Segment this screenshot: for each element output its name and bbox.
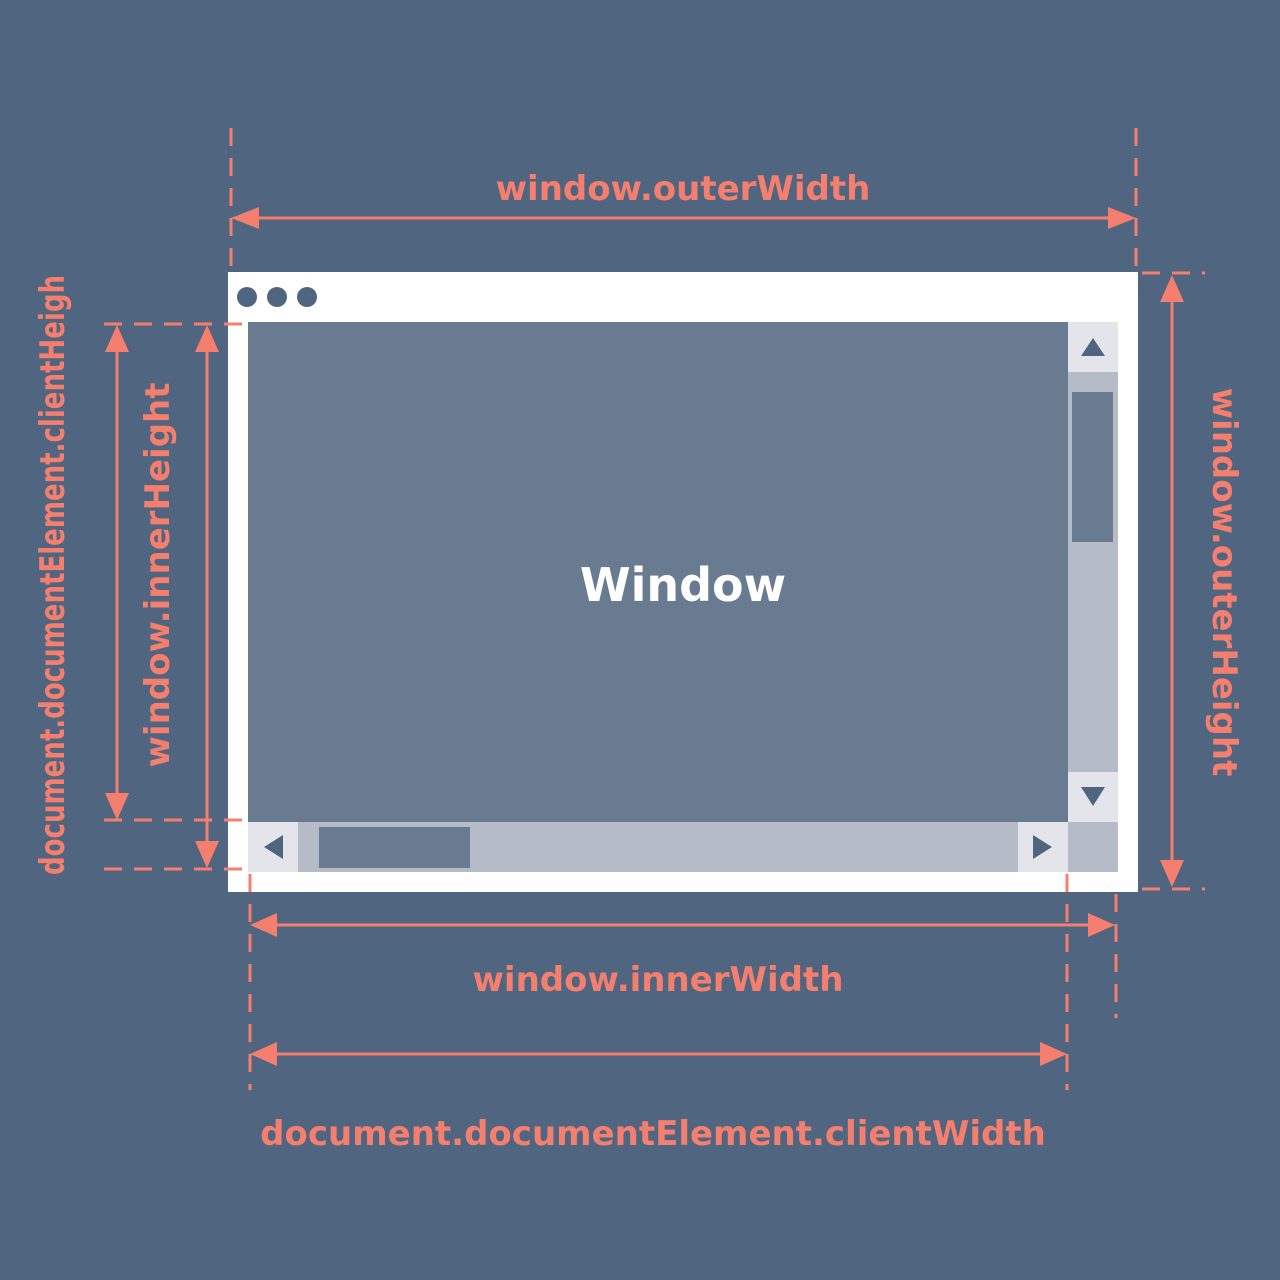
client-width-dimension: document.documentElement.clientWidth — [250, 1042, 1067, 1154]
vertical-scrollbar[interactable] — [1068, 322, 1118, 822]
arrow-down-icon — [1160, 860, 1184, 887]
horizontal-scrollbar-thumb[interactable] — [319, 827, 470, 868]
arrow-right-icon — [1088, 913, 1115, 937]
arrow-up-icon — [105, 325, 129, 352]
triangle-right-icon — [1033, 835, 1052, 859]
arrow-left-icon — [250, 1042, 277, 1066]
triangle-down-icon — [1081, 787, 1105, 806]
arrow-right-icon — [1108, 207, 1136, 229]
scrollbar-corner — [1068, 822, 1118, 872]
outer-height-label: window.outerHeight — [1204, 388, 1244, 777]
vertical-scrollbar-thumb[interactable] — [1072, 392, 1113, 542]
client-height-dimension: document.documentElement.clientHeigh — [33, 275, 246, 875]
dot-icon — [297, 287, 317, 307]
dot-icon — [267, 287, 287, 307]
client-width-label: document.documentElement.clientWidth — [260, 1114, 1046, 1154]
arrow-up-icon — [1160, 275, 1184, 302]
arrow-left-icon — [231, 207, 259, 229]
outer-width-dimension: window.outerWidth — [229, 128, 1138, 270]
arrow-down-icon — [105, 793, 129, 820]
horizontal-scrollbar[interactable] — [248, 822, 1068, 872]
outer-width-label: window.outerWidth — [496, 169, 871, 209]
inner-height-label: window.innerHeight — [138, 383, 178, 768]
inner-width-label: window.innerWidth — [473, 960, 844, 1000]
triangle-up-icon — [1081, 338, 1105, 356]
arrow-down-icon — [195, 841, 219, 868]
arrow-up-icon — [195, 325, 219, 352]
inner-width-dimension: window.innerWidth — [248, 874, 1118, 1090]
window-label: Window — [580, 558, 786, 612]
arrow-left-icon — [250, 913, 277, 937]
arrow-right-icon — [1040, 1042, 1067, 1066]
window-controls-dots-icon[interactable] — [237, 287, 317, 307]
client-height-label: document.documentElement.clientHeigh — [33, 275, 73, 875]
outer-height-dimension: window.outerHeight — [1142, 271, 1244, 891]
triangle-left-icon — [264, 835, 283, 859]
browser-window: Window — [228, 272, 1138, 892]
inner-height-dimension: window.innerHeight — [138, 325, 219, 868]
viewport — [248, 322, 1068, 822]
dot-icon — [237, 287, 257, 307]
